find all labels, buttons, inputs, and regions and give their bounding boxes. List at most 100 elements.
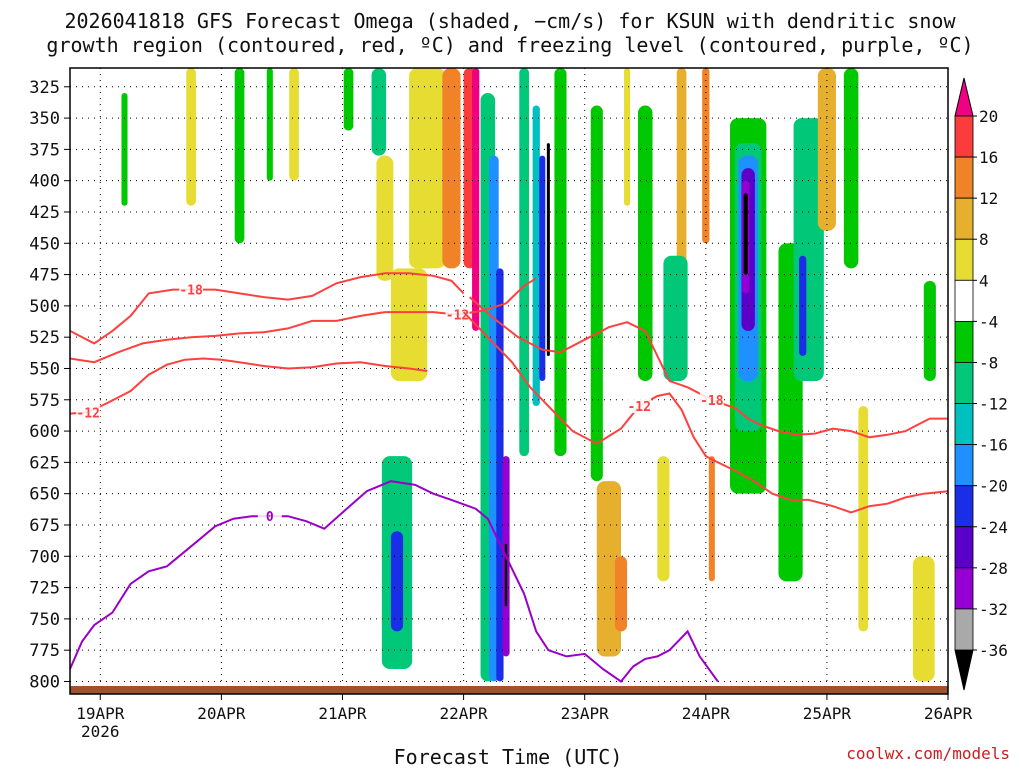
contour-label: -18 — [700, 394, 724, 409]
grid-lines — [70, 68, 949, 694]
y-tick-label: 700 — [29, 547, 60, 567]
omega-cell — [496, 268, 504, 682]
colorbar-label: 20 — [979, 107, 998, 126]
omega-cell — [637, 105, 653, 381]
colorbar-label: 16 — [979, 148, 998, 167]
y-tick-label: 650 — [29, 485, 60, 505]
y-tick-label: 575 — [29, 391, 60, 411]
contour-m12_lower — [462, 311, 949, 514]
omega-cell — [186, 68, 196, 206]
contour-label: -12 — [627, 400, 650, 415]
omega-cell — [923, 280, 936, 381]
y-tick-label: 775 — [29, 641, 60, 661]
contour-m12_left — [69, 357, 428, 415]
omega-cell — [708, 456, 715, 582]
contour-label: -12 — [76, 406, 99, 421]
y-tick-label: 625 — [29, 453, 60, 473]
contour-label: 0 — [266, 510, 274, 525]
contour-label: -18 — [179, 284, 203, 299]
y-tick-label: 375 — [29, 140, 60, 160]
colorbar-band — [954, 156, 974, 199]
contour-m18_middle — [468, 296, 948, 439]
colorbar-label: 8 — [979, 230, 989, 249]
y-tick-label: 600 — [29, 422, 60, 442]
omega-cell — [234, 68, 245, 244]
colorbar-band — [954, 238, 974, 281]
chart-title-line1: 2026041818 GFS Forecast Omega (shaded, −… — [64, 9, 956, 33]
colorbar-band — [954, 567, 974, 610]
colorbar-label: -16 — [979, 436, 1008, 455]
omega-cell — [554, 68, 567, 457]
y-tick-label: 675 — [29, 516, 60, 536]
omega-cell — [858, 406, 869, 632]
omega-cell — [663, 255, 688, 381]
colorbar-label: -20 — [979, 477, 1008, 496]
omega-cell — [266, 68, 273, 181]
site-credit: coolwx.com/models — [846, 744, 1010, 763]
contour-m12_upper — [69, 277, 537, 364]
colorbar-bottom-arrow — [954, 649, 974, 691]
omega-cell — [519, 68, 529, 457]
omega-cell — [843, 68, 859, 269]
omega-cell — [472, 68, 480, 331]
terrain-ground — [70, 686, 948, 694]
y-axis-ticks: 325 350 375 400 425 450 475 500 525 550 575 600 625 6… — [29, 78, 70, 692]
colorbar-band — [954, 320, 974, 363]
y-tick-label: 350 — [29, 109, 60, 129]
colorbar-band — [954, 197, 974, 240]
chart-title-line2: growth region (contoured, red, ºC) and f… — [46, 33, 973, 57]
contour-label-bg — [699, 391, 724, 407]
y-tick-label: 325 — [29, 78, 60, 98]
contour-label-bg — [76, 404, 101, 420]
y-tick-label: 425 — [29, 203, 60, 223]
omega-cell — [371, 68, 387, 156]
colorbar-band — [954, 485, 974, 528]
plot-frame — [69, 67, 949, 695]
colorbar-band — [954, 444, 974, 487]
colorbar-label: 12 — [979, 189, 998, 208]
x-tick-label: 22APR — [440, 704, 489, 723]
colorbar-label: -12 — [979, 395, 1008, 414]
contour-label-bg — [445, 306, 470, 322]
colorbar: 20 16 12 8 4 -4 -8 -12 -16 -20 -24 -28 -32 -36 — [954, 77, 1008, 691]
x-tick-label: 26APR — [924, 704, 973, 723]
contour-m18_upper — [69, 272, 465, 345]
y-tick-label: 475 — [29, 266, 60, 286]
x-tick-label: 25APR — [803, 704, 852, 723]
colorbar-label: -8 — [979, 353, 998, 372]
y-tick-label: 525 — [29, 328, 60, 348]
omega-cell — [657, 456, 670, 582]
y-tick-label: 450 — [29, 234, 60, 254]
contour-freezing_0 — [69, 480, 719, 683]
omega-cell — [912, 556, 935, 682]
colorbar-top-arrow — [954, 77, 974, 117]
y-tick-label: 400 — [29, 172, 60, 192]
colorbar-band — [954, 403, 974, 446]
colorbar-label: -4 — [979, 312, 998, 331]
x-tick-sublabel: 2026 — [81, 722, 120, 741]
y-tick-label: 750 — [29, 610, 60, 630]
colorbar-label: -24 — [979, 518, 1008, 537]
colorbar-band — [954, 115, 974, 158]
colorbar-band — [954, 608, 974, 651]
omega-cell — [590, 105, 603, 482]
y-tick-label: 725 — [29, 579, 60, 599]
contour-label-bg — [257, 508, 282, 524]
temperature-contours: -18 -12 -18 -12 -12 0 — [69, 272, 949, 683]
x-axis-label: Forecast Time (UTC) — [394, 745, 623, 768]
y-tick-label: 500 — [29, 297, 60, 317]
omega-cell — [343, 68, 354, 131]
colorbar-band — [954, 279, 974, 322]
x-tick-label: 23APR — [561, 704, 610, 723]
colorbar-band — [954, 526, 974, 569]
omega-cell — [702, 68, 710, 244]
omega-cell — [546, 143, 550, 356]
x-tick-label: 24APR — [682, 704, 731, 723]
omega-cell — [409, 68, 446, 269]
omega-cell — [624, 68, 631, 206]
omega-cell — [614, 556, 628, 632]
x-tick-label: 20APR — [197, 704, 246, 723]
x-tick-label: 21APR — [318, 704, 367, 723]
omega-cell — [743, 193, 748, 275]
omega-cell — [676, 68, 687, 269]
